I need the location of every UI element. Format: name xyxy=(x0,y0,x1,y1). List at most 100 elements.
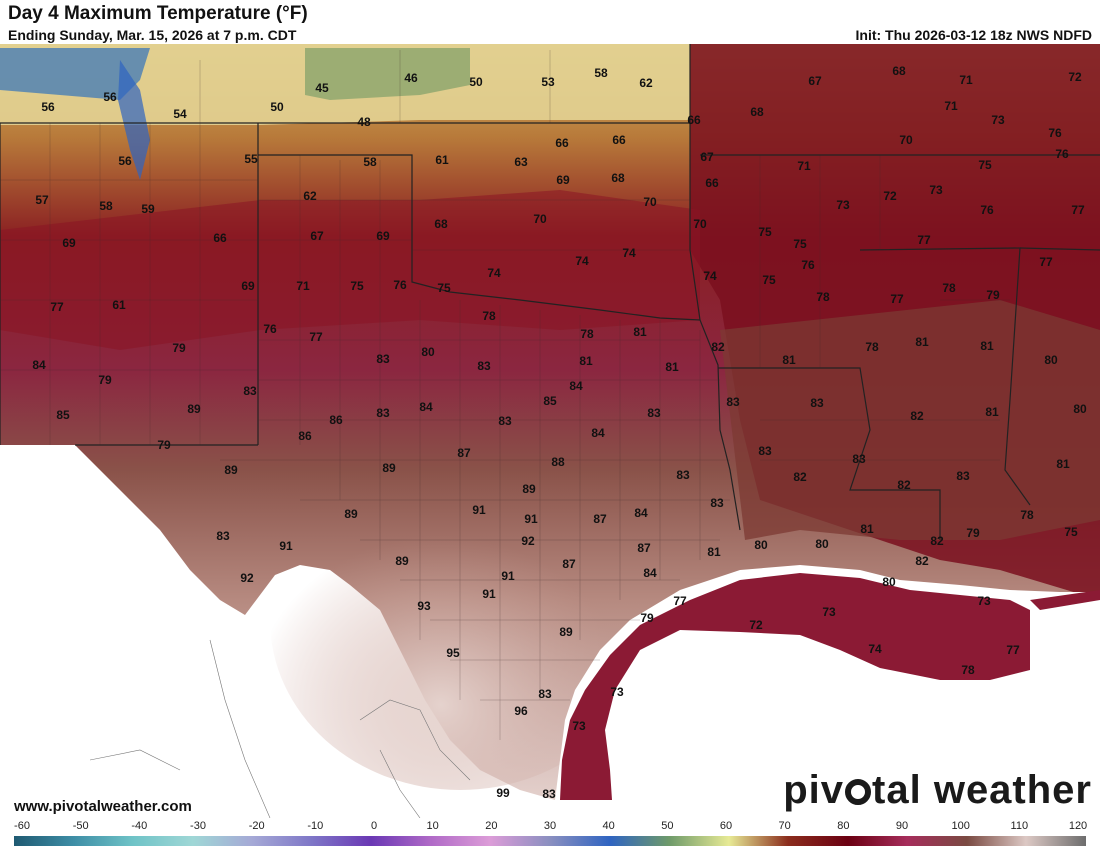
temperature-label: 91 xyxy=(501,569,515,583)
temperature-label: 76 xyxy=(393,278,407,292)
temperature-label: 67 xyxy=(310,229,324,243)
temperature-label: 95 xyxy=(446,646,460,660)
temperature-label: 77 xyxy=(1071,203,1085,217)
temperature-label: 82 xyxy=(897,478,911,492)
nebraska-green-area xyxy=(305,48,470,100)
color-scale-tick: 30 xyxy=(543,820,557,832)
temperature-label: 70 xyxy=(693,217,707,231)
temperature-label: 54 xyxy=(173,107,187,121)
color-scale-tick: 0 xyxy=(370,820,378,832)
temperature-label: 67 xyxy=(700,150,714,164)
temperature-label: 81 xyxy=(915,335,929,349)
temperature-label: 68 xyxy=(750,105,764,119)
temperature-map: 56 56 54 50 45 46 50 53 58 62 67 68 71 72 48 66 68 71 73 55… xyxy=(0,44,1100,818)
temperature-label: 83 xyxy=(216,529,230,543)
temperature-label: 84 xyxy=(569,379,583,393)
temperature-label: 83 xyxy=(243,384,257,398)
temperature-label: 58 xyxy=(363,155,377,169)
temperature-label: 81 xyxy=(665,360,679,374)
temperature-label: 85 xyxy=(543,394,557,408)
color-scale-tick: 80 xyxy=(837,820,850,832)
county-lines xyxy=(0,50,1010,740)
temperature-label: 58 xyxy=(99,199,113,213)
temperature-label: 48 xyxy=(357,115,371,129)
temperature-label: 56 xyxy=(103,90,117,104)
temperature-label: 71 xyxy=(959,73,973,87)
rockies-cold-area xyxy=(0,48,150,100)
temperature-label: 89 xyxy=(224,463,238,477)
temperature-label: 83 xyxy=(810,396,824,410)
temperature-label: 73 xyxy=(610,685,624,699)
temperature-label: 73 xyxy=(977,594,991,608)
temperature-label: 83 xyxy=(647,406,661,420)
temperature-label: 81 xyxy=(980,339,994,353)
temperature-label: 86 xyxy=(329,413,343,427)
map-valid-time: Ending Sunday, Mar. 15, 2026 at 7 p.m. C… xyxy=(8,27,297,43)
temperature-label: 82 xyxy=(910,409,924,423)
color-scale-tick: -30 xyxy=(190,820,206,832)
southern-plains-warm-belt xyxy=(0,190,700,350)
temperature-label: 71 xyxy=(944,99,958,113)
temperature-label: 85 xyxy=(56,408,70,422)
gulf-coastal-waters xyxy=(560,573,1030,800)
color-scale-tick: -40 xyxy=(131,820,148,832)
temperature-label: 75 xyxy=(350,279,364,293)
rockies-cold-streak xyxy=(118,60,150,180)
model-init-time: Init: Thu 2026-03-12 18z NWS NDFD xyxy=(855,27,1093,43)
temperature-label: 75 xyxy=(758,225,772,239)
website-url[interactable]: www.pivotalweather.com xyxy=(14,798,192,815)
temperature-label: 76 xyxy=(1055,147,1069,161)
temperature-label: 86 xyxy=(298,429,312,443)
color-scale-tick: -60 xyxy=(14,820,30,832)
temperature-label: 87 xyxy=(637,541,651,555)
temperature-label: 83 xyxy=(710,496,724,510)
temperature-label: 93 xyxy=(417,599,431,613)
temperature-label: 84 xyxy=(419,400,433,414)
map-title: Day 4 Maximum Temperature (°F) xyxy=(8,3,308,24)
temperature-label: 68 xyxy=(434,217,448,231)
color-scale-tick: 110 xyxy=(1010,820,1029,832)
temperature-label: 84 xyxy=(634,506,648,520)
temperature-label: 96 xyxy=(514,704,528,718)
temperature-label: 83 xyxy=(726,395,740,409)
temperature-label: 81 xyxy=(633,325,647,339)
temperature-label: 84 xyxy=(32,358,46,372)
temperature-label: 63 xyxy=(514,155,528,169)
mexico-state-lines xyxy=(89,639,471,818)
temperature-label: 80 xyxy=(882,575,896,589)
color-scale-tick: -10 xyxy=(307,820,324,832)
temperature-label: 83 xyxy=(956,469,970,483)
temperature-label: 91 xyxy=(482,587,496,601)
temperature-label: 79 xyxy=(172,341,186,355)
temperature-label: 82 xyxy=(930,534,944,548)
temperature-label: 61 xyxy=(112,298,126,312)
color-scale-tick: 100 xyxy=(951,820,970,832)
temperature-label: 74 xyxy=(868,642,882,656)
temperature-label: 72 xyxy=(883,189,897,203)
temperature-label: 89 xyxy=(522,482,536,496)
temperature-label: 80 xyxy=(815,537,829,551)
color-scale-ticks: -60 -50 -40 -30 -20 -10 0 10 20 30 40 50 60 70 80 90 100… xyxy=(0,820,1100,834)
temperature-label: 83 xyxy=(376,352,390,366)
temperature-label: 83 xyxy=(376,406,390,420)
pivotal-weather-logo: piv tal weather xyxy=(783,768,1092,813)
temperature-label: 82 xyxy=(915,554,929,568)
temperature-label: 73 xyxy=(929,183,943,197)
temperature-label: 74 xyxy=(703,269,717,283)
temperature-label: 77 xyxy=(917,233,931,247)
color-scale-tick: 50 xyxy=(661,820,674,832)
temperature-label: 81 xyxy=(707,545,721,559)
temperature-label: 69 xyxy=(556,173,570,187)
temperature-label: 91 xyxy=(472,503,486,517)
temperature-label: 50 xyxy=(270,100,284,114)
temperature-label: 87 xyxy=(457,446,471,460)
temperature-label: 77 xyxy=(1039,255,1053,269)
temperature-label: 81 xyxy=(1056,457,1070,471)
temperature-label: 46 xyxy=(404,71,418,85)
color-scale-tick: -50 xyxy=(72,820,89,832)
temperature-label: 75 xyxy=(762,273,776,287)
temperature-label: 66 xyxy=(555,136,569,150)
temperature-label: 70 xyxy=(643,195,657,209)
temperature-label: 84 xyxy=(591,426,605,440)
temperature-label: 78 xyxy=(865,340,879,354)
